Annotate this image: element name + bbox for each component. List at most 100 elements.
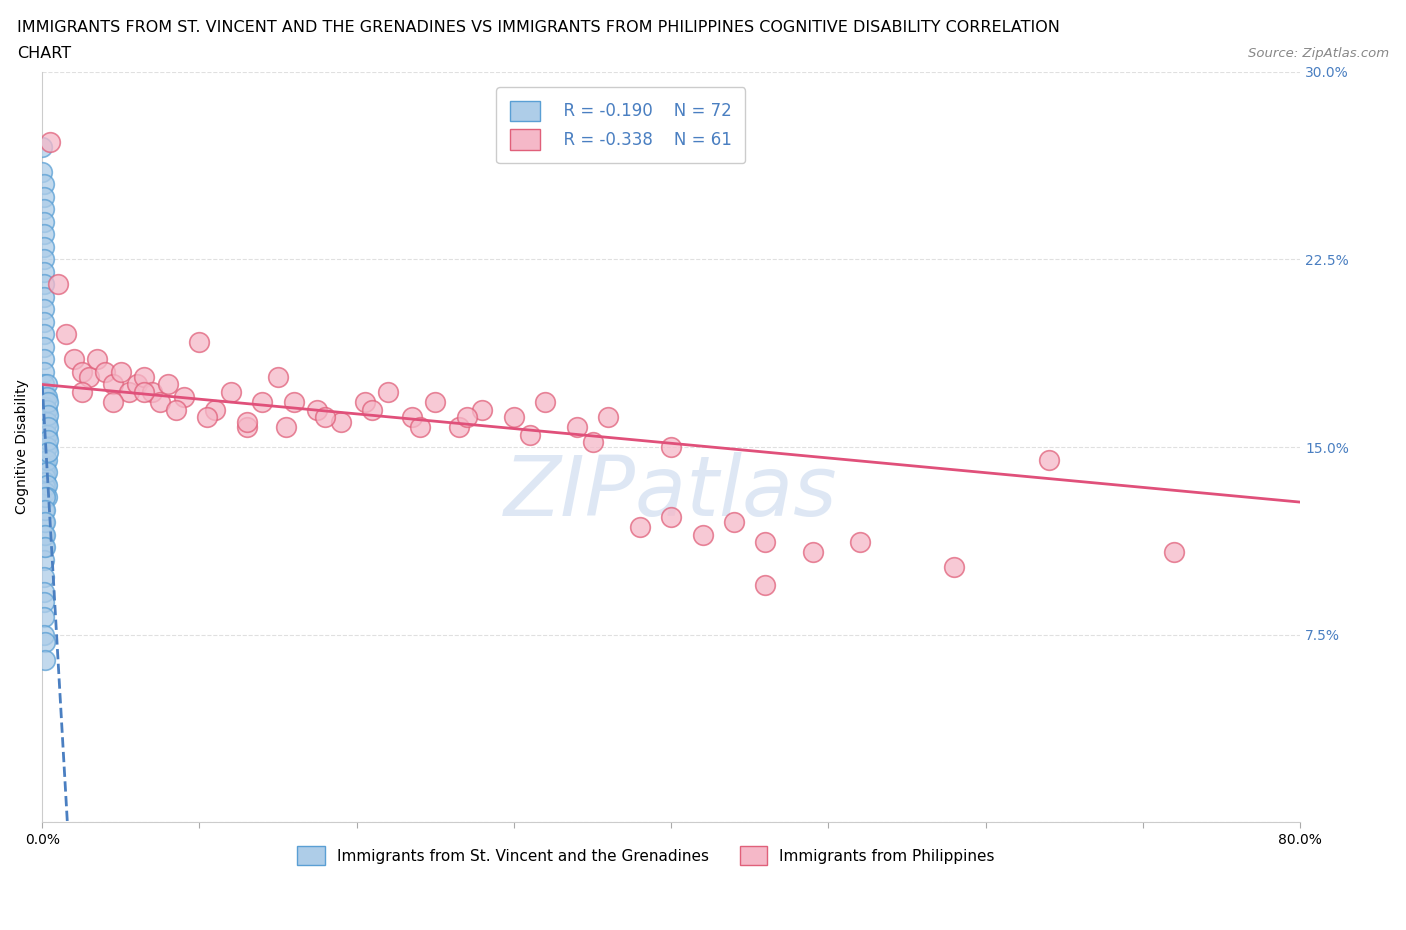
Point xyxy=(32,252,55,267)
Point xyxy=(32,202,55,217)
Point xyxy=(565,419,588,434)
Point xyxy=(141,384,163,399)
Point xyxy=(134,384,156,399)
Point xyxy=(471,402,494,417)
Point xyxy=(34,390,56,405)
Point xyxy=(34,527,56,542)
Point xyxy=(35,402,58,417)
Point xyxy=(70,365,93,379)
Point xyxy=(34,635,56,650)
Point xyxy=(34,465,56,480)
Point xyxy=(35,390,58,405)
Point xyxy=(34,539,56,554)
Point xyxy=(32,339,55,354)
Point xyxy=(35,477,58,492)
Point xyxy=(267,369,290,384)
Point xyxy=(456,409,478,424)
Point xyxy=(101,394,124,409)
Point xyxy=(32,365,55,379)
Point xyxy=(34,409,56,424)
Point xyxy=(32,377,55,392)
Point xyxy=(943,560,966,575)
Point xyxy=(70,384,93,399)
Point xyxy=(35,377,58,392)
Point xyxy=(34,419,56,434)
Point xyxy=(534,394,557,409)
Text: IMMIGRANTS FROM ST. VINCENT AND THE GRENADINES VS IMMIGRANTS FROM PHILIPPINES CO: IMMIGRANTS FROM ST. VINCENT AND THE GREN… xyxy=(17,20,1060,35)
Point xyxy=(34,434,56,449)
Point xyxy=(754,578,776,592)
Point xyxy=(34,400,56,415)
Point xyxy=(32,595,55,610)
Point xyxy=(692,527,714,542)
Point xyxy=(46,277,69,292)
Point xyxy=(32,352,55,367)
Point xyxy=(659,440,682,455)
Point xyxy=(32,514,55,529)
Point xyxy=(35,427,58,442)
Text: CHART: CHART xyxy=(17,46,70,61)
Point xyxy=(31,165,53,179)
Point xyxy=(32,227,55,242)
Point xyxy=(1038,452,1060,467)
Point xyxy=(118,384,141,399)
Point xyxy=(32,289,55,304)
Point xyxy=(32,302,55,317)
Point xyxy=(156,377,179,392)
Point xyxy=(34,405,56,419)
Point xyxy=(754,535,776,550)
Point xyxy=(32,327,55,342)
Point xyxy=(195,409,218,424)
Point xyxy=(307,402,329,417)
Point xyxy=(408,419,430,434)
Legend: Immigrants from St. Vincent and the Grenadines, Immigrants from Philippines: Immigrants from St. Vincent and the Gren… xyxy=(291,840,1001,871)
Point xyxy=(723,514,745,529)
Point xyxy=(401,409,423,424)
Point xyxy=(801,545,824,560)
Point xyxy=(32,277,55,292)
Point xyxy=(32,527,55,542)
Point xyxy=(55,327,77,342)
Point xyxy=(283,394,305,409)
Point xyxy=(37,407,59,422)
Point xyxy=(32,314,55,329)
Point xyxy=(353,394,375,409)
Point xyxy=(125,377,148,392)
Point xyxy=(32,264,55,279)
Point xyxy=(101,377,124,392)
Point xyxy=(86,352,108,367)
Point xyxy=(149,394,172,409)
Point xyxy=(39,134,62,149)
Point xyxy=(519,427,541,442)
Point xyxy=(34,490,56,505)
Point xyxy=(32,239,55,254)
Point xyxy=(34,430,56,445)
Point xyxy=(849,535,872,550)
Point xyxy=(173,390,195,405)
Point xyxy=(34,415,56,430)
Point xyxy=(37,394,59,409)
Point xyxy=(134,369,156,384)
Point xyxy=(361,402,384,417)
Point xyxy=(34,459,56,474)
Point xyxy=(314,409,336,424)
Point xyxy=(34,652,56,667)
Point xyxy=(62,352,84,367)
Point xyxy=(34,455,56,470)
Point xyxy=(581,434,603,449)
Point xyxy=(503,409,526,424)
Point xyxy=(35,440,58,455)
Point xyxy=(35,452,58,467)
Point xyxy=(34,394,56,409)
Point xyxy=(32,215,55,230)
Text: Source: ZipAtlas.com: Source: ZipAtlas.com xyxy=(1249,46,1389,60)
Point xyxy=(32,628,55,643)
Point xyxy=(37,445,59,459)
Point xyxy=(34,449,56,464)
Point xyxy=(32,177,55,192)
Point xyxy=(329,415,352,430)
Point xyxy=(79,369,101,384)
Point xyxy=(34,485,56,499)
Point xyxy=(32,552,55,567)
Point xyxy=(204,402,226,417)
